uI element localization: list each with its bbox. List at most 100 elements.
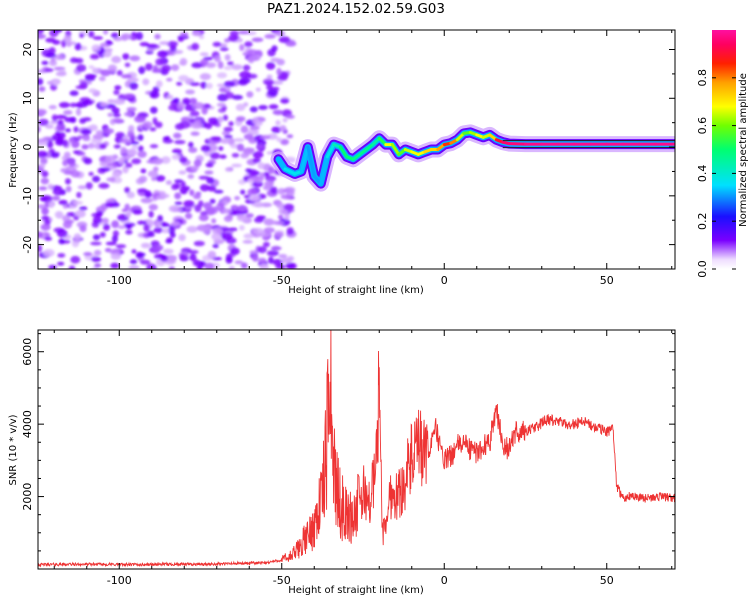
noise-blob <box>231 153 240 158</box>
noise-blob <box>140 259 151 265</box>
noise-blob <box>252 181 264 188</box>
noise-blob <box>38 30 44 34</box>
noise-blob <box>148 210 154 218</box>
noise-blob <box>231 163 243 168</box>
noise-blob <box>76 64 87 72</box>
noise-blob <box>124 112 132 117</box>
snr-ytick-label: 6000 <box>21 338 34 366</box>
noise-blob <box>69 116 77 124</box>
noise-blob <box>189 189 195 196</box>
noise-blob <box>161 156 171 164</box>
noise-blob <box>271 45 278 52</box>
noise-blob <box>63 35 72 43</box>
noise-blob <box>126 107 137 112</box>
ridge-segment <box>455 131 466 142</box>
noise-blob <box>128 125 135 133</box>
noise-blob <box>201 107 208 115</box>
noise-blob <box>79 118 87 124</box>
noise-blob <box>153 227 164 234</box>
noise-blob <box>249 106 258 113</box>
noise-blob <box>258 257 267 263</box>
noise-blob <box>172 97 180 104</box>
ridge-segment <box>319 155 329 186</box>
noise-blob <box>249 194 261 202</box>
noise-blob <box>138 175 148 183</box>
noise-blob <box>202 226 211 235</box>
noise-blob <box>48 47 56 55</box>
noise-blob <box>51 134 63 141</box>
noise-blob <box>125 229 133 235</box>
noise-blob <box>178 75 189 82</box>
noise-blob <box>111 220 119 229</box>
noise-blob <box>262 241 270 248</box>
snr-ylabel: SNR (10 * v/v) <box>8 414 19 485</box>
snr-ytick-label: 2000 <box>21 483 34 511</box>
colorbar-tick-label: 0.0 <box>696 260 709 278</box>
noise-blob <box>83 157 93 165</box>
noise-blob <box>265 62 276 70</box>
noise-blob <box>286 134 294 139</box>
noise-blob <box>38 231 43 239</box>
noise-blob <box>149 90 160 99</box>
noise-blob <box>179 186 188 195</box>
noise-blob <box>105 155 116 163</box>
noise-blob <box>216 72 228 79</box>
noise-blob <box>41 60 49 65</box>
noise-blob <box>50 152 60 158</box>
noise-blob <box>38 125 41 133</box>
noise-blob <box>198 175 210 180</box>
noise-blob <box>252 254 259 262</box>
noise-blob <box>277 74 288 81</box>
noise-blob <box>120 33 132 40</box>
noise-blob <box>275 120 281 126</box>
noise-blob <box>264 80 275 85</box>
noise-blob <box>192 259 201 267</box>
noise-blob <box>221 130 231 136</box>
noise-blob <box>38 244 43 253</box>
noise-blob <box>83 252 93 256</box>
noise-blob <box>252 176 264 183</box>
noise-blob <box>235 116 246 122</box>
noise-blob <box>85 73 97 78</box>
noise-blob <box>236 143 245 152</box>
noise-blob <box>51 195 61 201</box>
noise-blob <box>204 170 214 175</box>
noise-blob <box>234 260 243 265</box>
noise-blob <box>131 249 137 254</box>
noise-blob <box>88 88 97 93</box>
ridge-segment <box>338 145 349 159</box>
noise-blob <box>188 147 198 153</box>
noise-blob <box>56 229 68 238</box>
noise-blob <box>105 201 117 208</box>
noise-blob <box>155 80 163 88</box>
noise-blob <box>232 94 243 100</box>
spectrogram-xtick-label: -50 <box>273 274 291 287</box>
noise-blob <box>165 255 177 263</box>
noise-blob <box>217 61 224 69</box>
noise-blob <box>228 34 239 42</box>
noise-blob <box>52 39 61 45</box>
noise-blob <box>268 166 275 175</box>
colorbar: 0.0 0.2 0.4 0.6 0.8 Normalized spectral ampl… <box>696 30 749 278</box>
noise-blob <box>51 114 58 122</box>
snr-ytick-label: 4000 <box>21 410 34 438</box>
noise-blob <box>72 200 84 205</box>
noise-blob <box>222 208 232 214</box>
noise-blob <box>243 133 254 140</box>
noise-blob <box>85 182 93 190</box>
noise-blob <box>38 118 49 126</box>
noise-blob <box>129 82 139 90</box>
snr-panel: -100 -50 0 50 2000 4000 6000 Height of straigh… <box>8 329 676 596</box>
noise-blob <box>228 227 238 232</box>
noise-blob <box>111 235 118 243</box>
noise-blob <box>110 252 122 260</box>
noise-blob <box>266 151 274 155</box>
noise-blob <box>242 147 254 155</box>
noise-blob <box>77 185 88 190</box>
noise-blob <box>225 167 231 172</box>
noise-blob <box>92 175 101 183</box>
noise-blob <box>207 250 217 259</box>
noise-blob <box>266 250 279 257</box>
noise-blob <box>212 243 219 249</box>
noise-blob <box>252 157 261 163</box>
